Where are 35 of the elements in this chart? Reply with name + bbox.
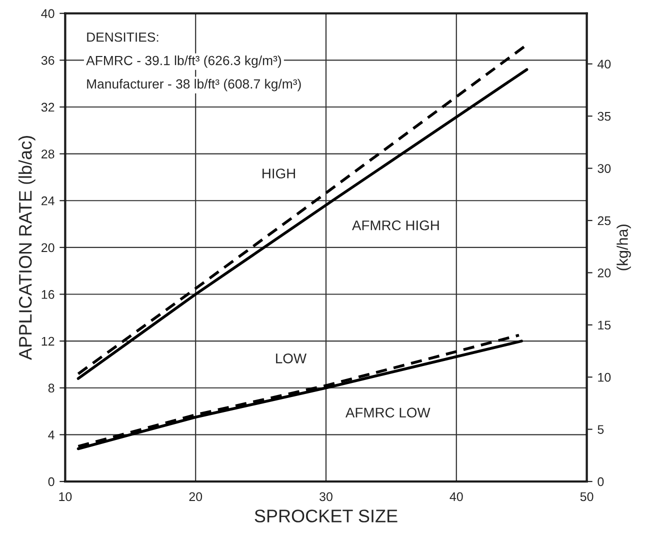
y2-tick-label: 20 xyxy=(598,268,611,278)
y-tick-label: 4 xyxy=(48,430,54,440)
y-tick-label: 40 xyxy=(41,9,54,18)
y2-tick-label: 25 xyxy=(598,216,611,226)
x-axis-title: SPROCKET SIZE xyxy=(254,510,398,522)
x-tick-label: 20 xyxy=(189,492,202,502)
annotation: AFMRC - 39.1 lb/ft³ (626.3 kg/m³) xyxy=(86,56,282,68)
y-tick-label: 36 xyxy=(41,56,54,65)
x-tick-label: 50 xyxy=(580,492,594,502)
y2-tick-label: 15 xyxy=(598,320,611,330)
y2-tick-label: 10 xyxy=(598,372,611,382)
y-tick-label: 16 xyxy=(42,290,54,299)
y-tick-label: 32 xyxy=(41,102,54,112)
y-tick-label: 24 xyxy=(42,196,54,206)
x-tick-label: 10 xyxy=(59,492,72,502)
y2-tick-label: 0 xyxy=(598,477,604,486)
y2-tick-label: 35 xyxy=(598,112,611,121)
y-tick-label: 20 xyxy=(42,243,54,252)
y-tick-label: 12 xyxy=(42,336,54,346)
x-tick-label: 40 xyxy=(450,492,463,502)
y-tick-label: 28 xyxy=(42,150,54,158)
y-axis-title: APPLICATION RATE (lb/ac) xyxy=(18,136,36,360)
annotation: DENSITIES: xyxy=(87,32,158,42)
y-tick-label: 0 xyxy=(48,477,54,486)
annotation: Manufacturer - 38 lb/ft³ (608.7 kg/m³) xyxy=(87,78,301,92)
y2-tick-label: 40 xyxy=(598,60,611,69)
y2-tick-label: 5 xyxy=(598,425,604,434)
y-tick-label: 8 xyxy=(48,384,54,393)
text: HIGH xyxy=(262,168,295,178)
x-tick-label: 30 xyxy=(320,492,332,502)
y2-tick-label: 30 xyxy=(598,164,611,173)
y2-axis-title: (kg/ha) xyxy=(616,224,631,270)
series-label: AFMRC LOW xyxy=(345,408,430,418)
series-label: LOW xyxy=(276,354,307,364)
series-label: AFMRC HIGH xyxy=(352,220,439,230)
